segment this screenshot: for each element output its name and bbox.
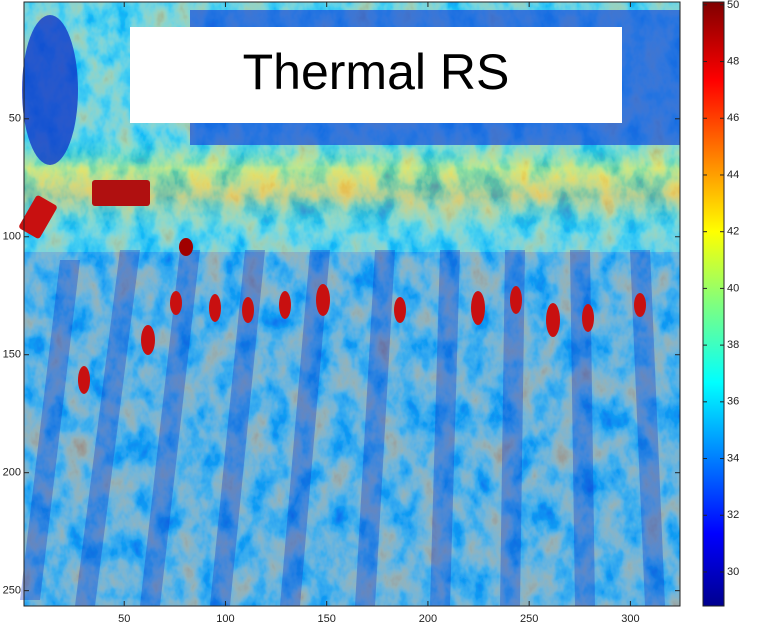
x-tick-label: 250 <box>520 613 538 625</box>
page: {"chart_data": {"type": "heatmap", "titl… <box>0 0 764 626</box>
colorbar-tick-label: 34 <box>727 452 739 464</box>
colorbar-tick-label: 42 <box>727 226 739 238</box>
y-tick-label: 150 <box>3 349 21 361</box>
colorbar-tick-label: 36 <box>727 396 739 408</box>
colorbar-tick-label: 50 <box>727 0 739 11</box>
x-tick-label: 300 <box>621 613 639 625</box>
colorbar-tick-label: 38 <box>727 339 739 351</box>
y-tick-label: 50 <box>9 113 21 125</box>
colorbar-tick-label: 48 <box>727 55 739 67</box>
chart: Thermal RS 50 100 150 200 250 300 50 100 150 200 2… <box>0 0 764 626</box>
image-dark-region <box>22 15 78 165</box>
x-tick-label: 200 <box>419 613 437 625</box>
colorbar-tick-label: 30 <box>727 566 739 578</box>
chart-title: Thermal RS <box>243 44 510 100</box>
colorbar-tick-label: 32 <box>727 509 739 521</box>
x-tick-label: 100 <box>216 613 234 625</box>
y-tick-label: 200 <box>3 467 21 479</box>
y-tick-label: 100 <box>3 231 21 243</box>
colorbar-tick-label: 44 <box>727 169 739 181</box>
x-tick-label: 150 <box>318 613 336 625</box>
y-tick-label: 250 <box>3 585 21 597</box>
colorbar-tick-label: 40 <box>727 282 739 294</box>
colorbar-tick-label: 46 <box>727 112 739 124</box>
x-tick-label: 50 <box>118 613 130 625</box>
